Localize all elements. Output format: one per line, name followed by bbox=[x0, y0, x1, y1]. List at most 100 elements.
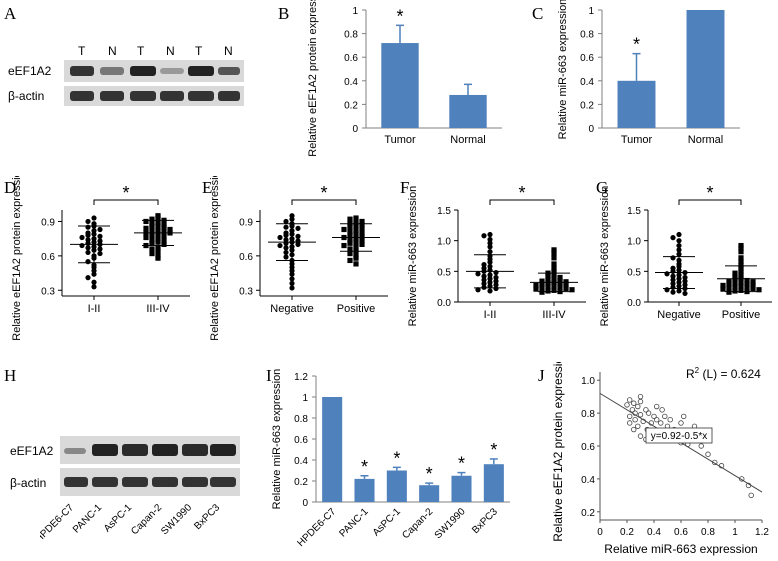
data-point bbox=[732, 288, 738, 294]
data-point bbox=[563, 279, 569, 285]
data-point bbox=[347, 246, 353, 252]
data-point bbox=[161, 233, 167, 239]
significance-star: * bbox=[490, 440, 497, 460]
data-point bbox=[664, 287, 670, 293]
x-tick-label: 1.2 bbox=[755, 527, 769, 538]
data-point bbox=[481, 273, 487, 279]
data-point bbox=[676, 288, 682, 294]
data-point bbox=[748, 492, 754, 499]
data-point bbox=[682, 278, 688, 284]
data-point bbox=[289, 216, 295, 222]
data-point bbox=[645, 410, 652, 416]
data-point bbox=[295, 233, 301, 239]
data-point bbox=[149, 223, 155, 229]
data-point bbox=[676, 251, 682, 257]
data-point bbox=[670, 235, 676, 241]
data-point bbox=[347, 240, 353, 246]
significance-bracket bbox=[678, 199, 742, 205]
x-tick-label: Normal bbox=[688, 134, 723, 146]
y-axis-label: Relative miR-663 expression bbox=[271, 369, 283, 510]
data-point bbox=[91, 271, 97, 277]
data-point bbox=[487, 244, 493, 250]
chart-f: 0.0 0.5 1.0 1.5 I-II III-IV * Relative miR-663 … bbox=[407, 183, 586, 326]
data-point bbox=[341, 226, 347, 233]
data-point bbox=[353, 215, 359, 221]
data-point bbox=[97, 250, 103, 257]
fit-label: y=0.92-0.5*x bbox=[651, 431, 707, 442]
data-point bbox=[670, 289, 676, 295]
data-point bbox=[493, 278, 499, 284]
data-point bbox=[551, 250, 557, 256]
x-tick-label: I-II bbox=[88, 303, 101, 315]
data-point bbox=[626, 420, 633, 426]
y-tick-label: 1.5 bbox=[627, 206, 641, 217]
bar bbox=[354, 478, 375, 502]
y-tick-label: 0.2 bbox=[344, 100, 358, 111]
blot-strip-eef1a2 bbox=[60, 436, 240, 464]
data-point bbox=[85, 232, 91, 238]
panel-letter-b: B bbox=[278, 4, 290, 23]
data-point bbox=[676, 231, 682, 238]
significance-star: * bbox=[122, 183, 129, 203]
y-tick-label: 1.5 bbox=[437, 206, 451, 217]
panel-letter-h: H bbox=[4, 366, 17, 385]
data-point bbox=[149, 228, 155, 234]
data-point bbox=[682, 274, 688, 281]
y-tick-label: 0.4 bbox=[581, 475, 595, 486]
data-point bbox=[682, 282, 688, 288]
x-tick-label: III-IV bbox=[146, 303, 170, 315]
data-point bbox=[676, 238, 682, 244]
y-tick-label: 0.2 bbox=[580, 100, 594, 111]
data-point bbox=[481, 281, 487, 287]
data-point bbox=[653, 416, 660, 423]
data-point bbox=[167, 226, 173, 233]
y-axis-label: Relative miR-663 expression bbox=[557, 0, 569, 139]
data-point bbox=[359, 238, 365, 244]
data-point bbox=[563, 282, 569, 288]
data-point bbox=[676, 247, 682, 253]
y-tick-label: 0.0 bbox=[437, 298, 451, 309]
data-point bbox=[91, 284, 97, 290]
significance-star: * bbox=[320, 183, 327, 203]
data-point bbox=[557, 281, 563, 287]
data-point bbox=[676, 242, 682, 249]
data-point bbox=[283, 245, 289, 251]
data-point bbox=[732, 270, 738, 276]
y-tick-label: 0.6 bbox=[580, 53, 594, 64]
data-point bbox=[539, 285, 545, 291]
y-tick-label: 0.3 bbox=[41, 286, 55, 297]
significance-star: * bbox=[361, 457, 368, 477]
data-point bbox=[629, 407, 636, 413]
data-point bbox=[91, 279, 97, 285]
bar bbox=[686, 10, 725, 128]
significance-star: * bbox=[706, 183, 713, 203]
chart-c: 0 0.2 0.4 0.6 0.8 1 * Tumor Normal Relative miR-6… bbox=[557, 0, 740, 146]
x-tick-label: 0.8 bbox=[701, 527, 715, 538]
data-point bbox=[79, 234, 85, 241]
data-point bbox=[283, 240, 289, 246]
data-point bbox=[624, 402, 630, 408]
data-point bbox=[738, 245, 744, 251]
data-point bbox=[680, 413, 687, 420]
data-point bbox=[359, 222, 365, 228]
data-point bbox=[557, 274, 563, 281]
y-axis-label: Relative eEF1A2 protein expression bbox=[209, 176, 221, 341]
blot-row-label: β-actin bbox=[10, 476, 47, 490]
data-point bbox=[359, 230, 365, 236]
data-point bbox=[353, 261, 359, 267]
y-tick-label: 0 bbox=[302, 498, 308, 509]
y-axis-label: Relative eEF1A2 protein expression bbox=[551, 362, 565, 542]
bar bbox=[419, 485, 440, 502]
y-tick-label: 0.4 bbox=[294, 456, 308, 467]
data-point bbox=[726, 285, 732, 291]
data-point bbox=[539, 278, 545, 284]
data-point bbox=[475, 271, 481, 277]
data-point bbox=[289, 271, 295, 277]
blot-strip-eef1a2 bbox=[64, 60, 244, 82]
bar bbox=[483, 464, 504, 502]
data-point bbox=[732, 280, 738, 286]
data-point bbox=[705, 451, 711, 457]
y-tick-label: 1.0 bbox=[581, 376, 595, 387]
bar bbox=[449, 94, 487, 128]
significance-bracket bbox=[291, 199, 357, 205]
